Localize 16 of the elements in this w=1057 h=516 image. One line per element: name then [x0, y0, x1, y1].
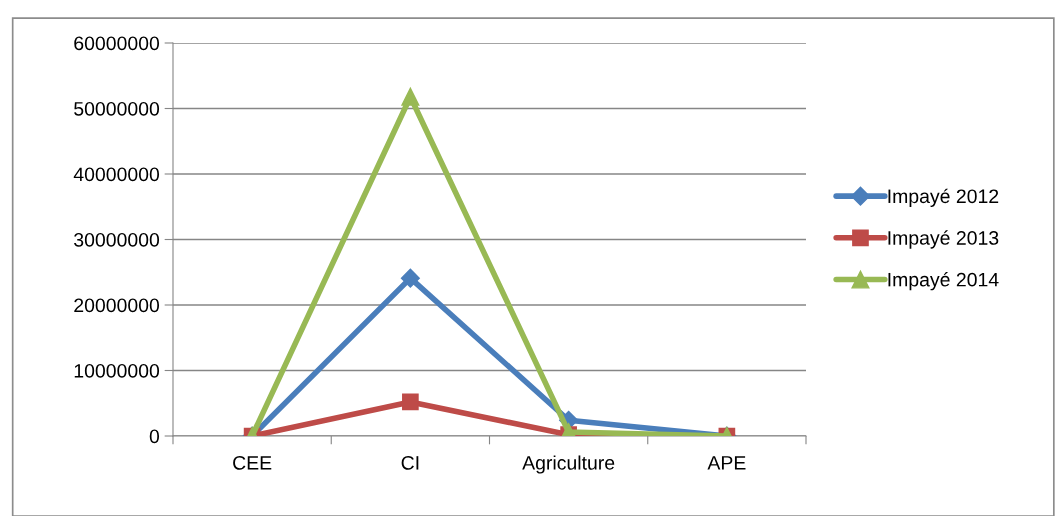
point	[400, 268, 420, 288]
y-tick-label: 30000000	[74, 232, 160, 247]
y-tick-label: 0	[149, 429, 160, 444]
legend-label: Impayé 2013	[888, 230, 999, 249]
legend-label: Impayé 2012	[888, 188, 999, 207]
y-tick-label: 10000000	[74, 363, 160, 378]
x-tick-label: CI	[401, 455, 419, 470]
legend-label: Impayé 2014	[888, 272, 999, 291]
x-tick-label: APE	[707, 456, 746, 470]
y-tick-label: 40000000	[73, 167, 160, 182]
x-tick-label: CEE	[233, 455, 272, 470]
point	[401, 87, 420, 106]
y-tick-label: 60000000	[74, 36, 160, 51]
y-tick-label: 50000000	[74, 101, 160, 116]
y-tick-label: 20000000	[74, 298, 160, 313]
x-tick-label: Agriculture	[522, 455, 615, 474]
